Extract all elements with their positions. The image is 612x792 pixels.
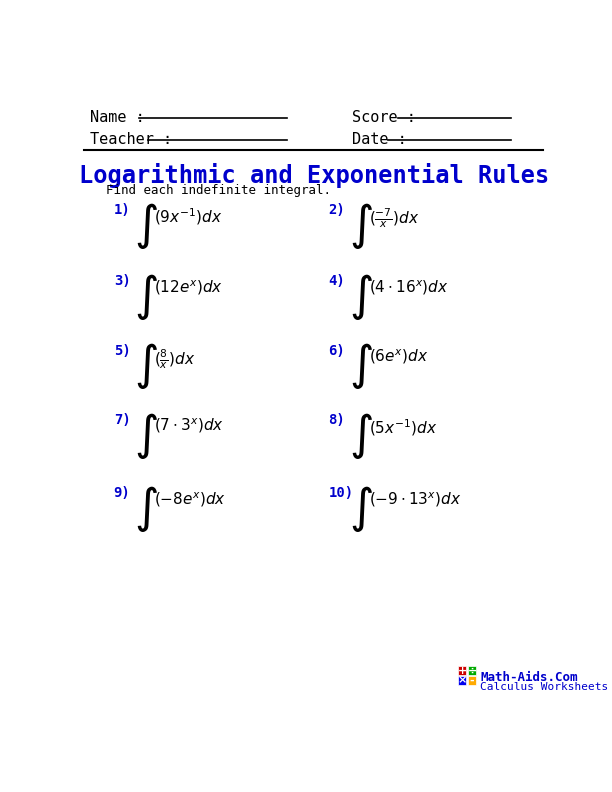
- Text: Name :: Name :: [91, 110, 145, 125]
- Text: $(-8e^{x})dx$: $(-8e^{x})dx$: [154, 490, 226, 508]
- Text: 9): 9): [114, 486, 130, 501]
- Text: $(5x^{-1})dx$: $(5x^{-1})dx$: [368, 417, 437, 438]
- Text: $\int$: $\int$: [134, 411, 158, 461]
- Text: 3): 3): [114, 275, 130, 288]
- Text: ×: ×: [457, 676, 467, 686]
- FancyBboxPatch shape: [458, 676, 466, 685]
- FancyBboxPatch shape: [458, 666, 466, 675]
- Text: 6): 6): [329, 344, 345, 358]
- Text: 8): 8): [329, 413, 345, 427]
- FancyBboxPatch shape: [468, 666, 476, 675]
- Text: $(7 \cdot 3^{x})dx$: $(7 \cdot 3^{x})dx$: [154, 417, 224, 436]
- Text: 2): 2): [329, 203, 345, 217]
- Text: $\int$: $\int$: [134, 200, 158, 250]
- Text: 4): 4): [329, 275, 345, 288]
- Text: $\int$: $\int$: [348, 411, 373, 461]
- Text: Date :: Date :: [352, 132, 406, 147]
- Text: $\int$: $\int$: [134, 484, 158, 534]
- Text: $(9x^{-1})dx$: $(9x^{-1})dx$: [154, 207, 222, 227]
- Text: 1): 1): [114, 203, 130, 217]
- Text: $\int$: $\int$: [348, 272, 373, 322]
- Text: $(4 \cdot 16^{x})dx$: $(4 \cdot 16^{x})dx$: [368, 278, 448, 297]
- Text: $(12e^{x})dx$: $(12e^{x})dx$: [154, 278, 223, 297]
- Text: Calculus Worksheets: Calculus Worksheets: [480, 682, 608, 691]
- Text: -: -: [470, 676, 474, 686]
- Text: $\int$: $\int$: [134, 341, 158, 391]
- Text: 10): 10): [329, 486, 354, 501]
- Text: Logarithmic and Exponential Rules: Logarithmic and Exponential Rules: [78, 163, 549, 188]
- FancyBboxPatch shape: [468, 676, 476, 685]
- Text: +: +: [457, 665, 467, 676]
- Text: Score :: Score :: [352, 110, 416, 125]
- Text: $(\frac{-7}{x})dx$: $(\frac{-7}{x})dx$: [368, 207, 419, 230]
- Text: 5): 5): [114, 344, 130, 358]
- Text: $(-9 \cdot 13^{x})dx$: $(-9 \cdot 13^{x})dx$: [368, 490, 461, 508]
- Text: $(\frac{8}{x})dx$: $(\frac{8}{x})dx$: [154, 348, 195, 371]
- Text: $\int$: $\int$: [348, 341, 373, 391]
- Text: $\int$: $\int$: [134, 272, 158, 322]
- Text: $\int$: $\int$: [348, 200, 373, 250]
- Text: $(6e^{x})dx$: $(6e^{x})dx$: [368, 348, 428, 366]
- Text: $\int$: $\int$: [348, 484, 373, 534]
- Text: Math-Aids.Com: Math-Aids.Com: [480, 671, 578, 684]
- Text: 7): 7): [114, 413, 130, 427]
- Text: ÷: ÷: [468, 665, 477, 676]
- Text: Teacher :: Teacher :: [91, 132, 173, 147]
- Text: Find each indefinite integral.: Find each indefinite integral.: [106, 185, 331, 197]
